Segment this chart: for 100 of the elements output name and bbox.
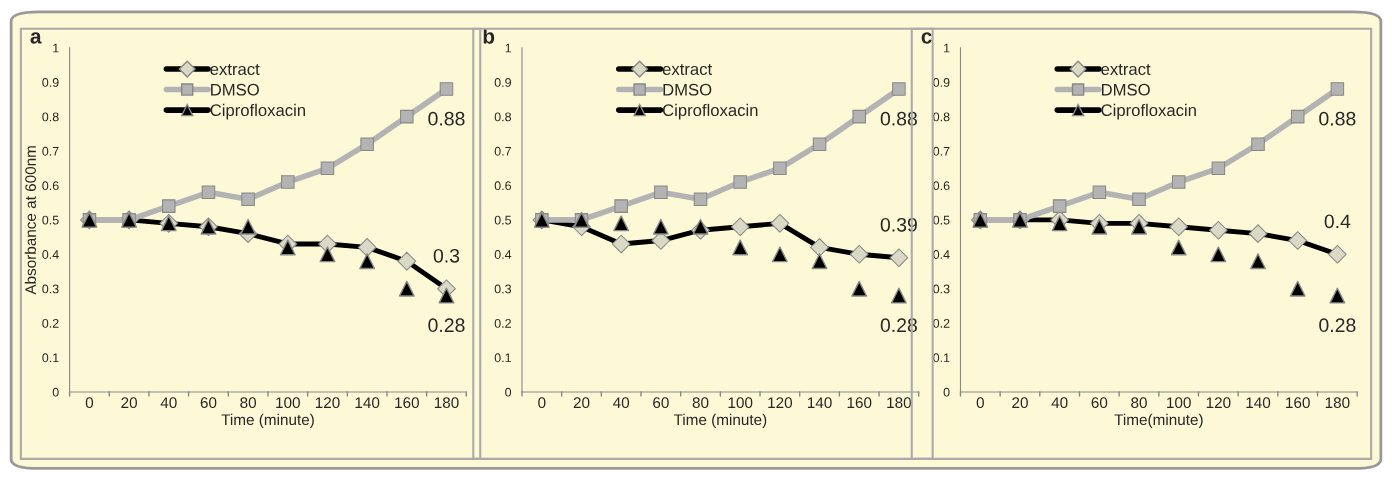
- data-label: 0.88: [880, 111, 917, 126]
- point: [1131, 218, 1147, 235]
- data-label: 0.88: [1319, 111, 1356, 126]
- x-tick-label: 120: [1206, 397, 1231, 409]
- y-tick-label: 0.7: [494, 146, 511, 156]
- point: [773, 161, 787, 176]
- x-tick-label: 60: [1091, 397, 1108, 409]
- x-tick-label: 180: [887, 397, 912, 409]
- data-label: 0.3: [433, 248, 460, 263]
- y-tick-label: 0.9: [494, 78, 511, 87]
- point: [1250, 253, 1266, 270]
- y-tick-label: 0: [52, 387, 59, 397]
- x-tick-label: 100: [276, 397, 300, 409]
- y-tick-label: 0.8: [933, 112, 950, 122]
- point: [811, 253, 828, 270]
- x-tick-label: 100: [1167, 397, 1191, 409]
- text: c: [921, 32, 932, 44]
- x-tick-label: 120: [315, 397, 340, 409]
- point: [1210, 246, 1227, 263]
- y-tick-label: 1: [944, 43, 950, 53]
- x-tick-label: 180: [1325, 397, 1350, 409]
- y-tick-label: 0.3: [42, 284, 59, 294]
- y-tick-label: 1: [505, 43, 511, 53]
- y-tick-label: 0.9: [42, 78, 59, 87]
- legend-label: DMSO: [1101, 83, 1150, 96]
- point: [1171, 175, 1186, 189]
- point: [614, 199, 628, 213]
- y-tick-label: 0.3: [933, 284, 950, 294]
- legend-label: Ciprofloxacin: [1101, 103, 1196, 120]
- point: [1251, 137, 1265, 151]
- legend-label: Ciprofloxacin: [210, 103, 305, 120]
- y-tick-label: 0: [505, 387, 512, 397]
- y-tick-label: 0.6: [42, 181, 59, 191]
- data-label: 0.88: [428, 111, 465, 126]
- y-tick-label: 0.9: [933, 78, 950, 87]
- point: [852, 109, 866, 124]
- y-tick-label: 0.1: [42, 353, 59, 363]
- point: [1092, 185, 1107, 200]
- point: [1290, 109, 1305, 124]
- y-tick-label: 0.2: [494, 318, 511, 328]
- point: [890, 287, 907, 304]
- x-tick-label: 140: [355, 397, 380, 409]
- point: [439, 82, 454, 96]
- x-tick-label: 160: [395, 397, 419, 409]
- x-tick-label: 0: [85, 397, 94, 409]
- x-tick-label: 80: [1131, 397, 1147, 409]
- point: [1330, 82, 1345, 96]
- y-tick-label: 0.1: [933, 353, 950, 363]
- data-label: 0.39: [880, 217, 917, 232]
- point: [1329, 287, 1346, 304]
- data-label: 0.28: [1319, 318, 1356, 333]
- legend-label: Ciprofloxacin: [662, 103, 758, 120]
- x-tick-label: 140: [1246, 397, 1271, 409]
- x-tick-label: 180: [434, 397, 459, 409]
- legend-label: extract: [662, 64, 713, 76]
- y-tick-label: 0.4: [933, 250, 950, 259]
- point: [162, 199, 176, 213]
- point: [360, 137, 374, 151]
- y-tick-label: 0.8: [494, 112, 512, 122]
- x-tick-label: 0: [976, 397, 984, 409]
- point: [1091, 218, 1108, 235]
- x-tick-label: 160: [1286, 397, 1310, 409]
- point: [693, 192, 708, 206]
- y-tick-label: 0.7: [42, 146, 59, 156]
- point: [281, 175, 295, 189]
- y-tick-label: 0.6: [494, 181, 512, 191]
- text: b: [483, 28, 495, 44]
- legend-label: extract: [1101, 64, 1151, 76]
- y-tick-label: 0: [943, 387, 950, 397]
- point: [279, 239, 296, 256]
- point: [692, 218, 709, 235]
- point: [359, 253, 376, 270]
- data-label: 0.28: [428, 318, 465, 333]
- point: [398, 280, 415, 297]
- y-axis-title: Absorbance at 600nm: [24, 146, 37, 295]
- point: [1289, 280, 1306, 297]
- x-tick-label: 160: [847, 397, 872, 409]
- text: a: [30, 32, 42, 44]
- point: [1211, 161, 1226, 176]
- x-tick-label: 80: [240, 397, 257, 409]
- y-tick-label: 0.1: [494, 353, 511, 363]
- y-tick-label: 0.6: [933, 181, 950, 191]
- y-tick-label: 0.2: [933, 318, 950, 328]
- y-tick-label: 0.4: [42, 250, 59, 259]
- x-axis-title: Time (minute): [673, 413, 767, 429]
- x-tick-label: 40: [613, 397, 630, 409]
- x-tick-label: 80: [692, 397, 709, 409]
- point: [812, 137, 827, 151]
- x-tick-label: 120: [768, 397, 793, 409]
- point: [320, 161, 335, 176]
- point: [1170, 239, 1187, 256]
- y-tick-label: 0.7: [933, 146, 950, 156]
- x-tick-label: 60: [200, 397, 217, 409]
- legend-label: DMSO: [211, 83, 259, 96]
- x-axis-title: Time (minute): [221, 413, 314, 429]
- x-tick-label: 40: [1051, 397, 1068, 409]
- y-tick-label: 0.4: [494, 250, 512, 259]
- y-tick-label: 0.8: [42, 112, 59, 122]
- x-axis-title: Time(minute): [1114, 413, 1203, 429]
- point: [771, 246, 788, 263]
